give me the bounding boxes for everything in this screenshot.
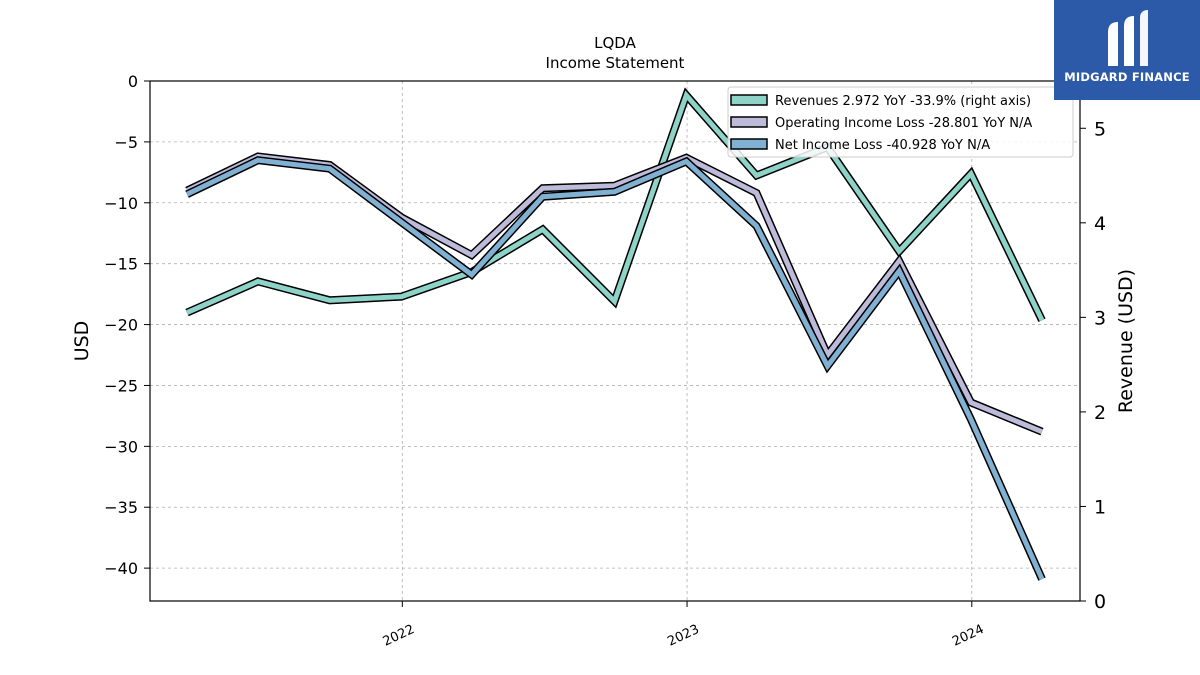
x-tick-label: 2022	[381, 622, 417, 650]
legend-label: Revenues 2.972 YoY -33.9% (right axis)	[775, 94, 1031, 109]
series-layer	[185, 87, 1046, 581]
plot-frame	[149, 80, 1081, 602]
legend-label: Operating Income Loss -28.801 YoY N/A	[775, 116, 1032, 131]
left-axis: 0 −5 −10 −15 −20 −25 −30 −35 −40	[104, 72, 150, 578]
y-tick-label: −5	[114, 133, 138, 152]
y-right-tick-label: 3	[1094, 307, 1106, 329]
x-axis: 2022 2023 2024	[381, 601, 986, 650]
y-right-tick-label: 1	[1094, 496, 1106, 518]
y-axis-label: USD	[71, 321, 93, 362]
series-revenues	[185, 87, 1046, 322]
series-line	[185, 157, 1045, 581]
legend-swatch	[730, 116, 768, 128]
y-tick-label: −20	[104, 316, 138, 335]
right-axis: 0 1 2 3 4 5	[1080, 118, 1106, 613]
y-tick-label: −15	[104, 255, 138, 274]
x-tick-label: 2024	[950, 622, 986, 650]
y-axis-right-label: Revenue (USD)	[1115, 269, 1137, 413]
brand-logo: MIDGARD FINANCE	[1054, 0, 1200, 100]
y-tick-label: −40	[104, 559, 138, 578]
y-right-tick-label: 4	[1094, 213, 1106, 235]
legend-box	[727, 86, 1074, 158]
legend-label: Net Income Loss -40.928 YoY N/A	[775, 138, 990, 153]
y-tick-label: −25	[104, 376, 138, 395]
brand-mark-icon	[1108, 10, 1148, 66]
y-tick-label: 0	[128, 72, 138, 91]
chart-subtitle: Income Statement	[546, 54, 685, 72]
x-tick-label: 2023	[665, 622, 701, 650]
legend-swatch	[730, 94, 768, 106]
series-line	[185, 90, 1045, 322]
series-net-income-loss	[185, 156, 1046, 581]
y-tick-label: −10	[104, 194, 138, 213]
y-tick-label: −30	[104, 437, 138, 456]
brand-name: MIDGARD FINANCE	[1064, 70, 1190, 84]
y-right-tick-label: 5	[1094, 118, 1106, 140]
y-tick-label: −35	[104, 498, 138, 517]
legend: Revenues 2.972 YoY -33.9% (right axis) Op…	[727, 86, 1074, 158]
chart-title: LQDA	[594, 34, 636, 52]
series-outline	[185, 156, 1046, 581]
legend-swatch	[730, 138, 768, 150]
y-right-tick-label: 0	[1094, 591, 1106, 613]
y-right-tick-label: 2	[1094, 402, 1106, 424]
